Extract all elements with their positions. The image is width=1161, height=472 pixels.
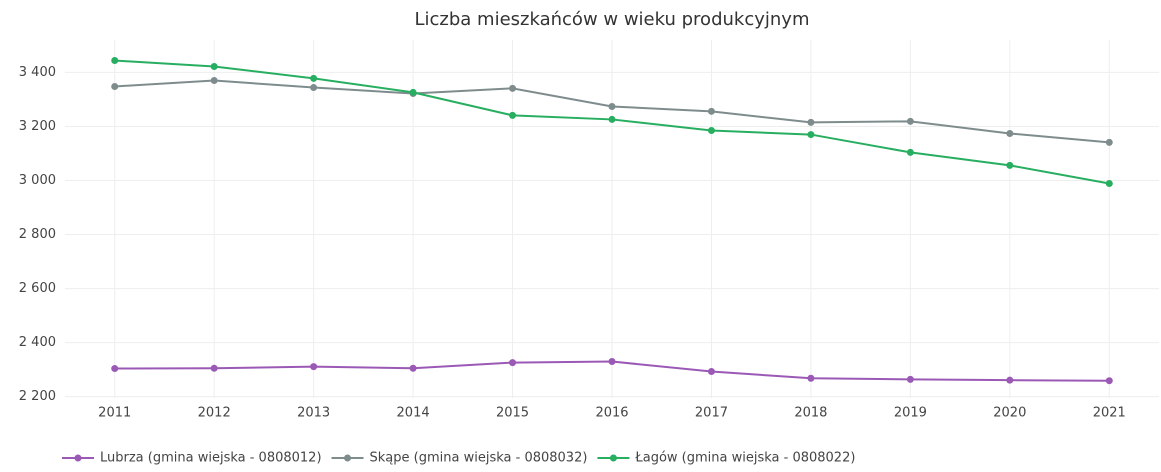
x-tick-label: 2019 (894, 406, 927, 421)
point (111, 365, 119, 373)
point (509, 84, 517, 92)
y-tick-label: 3 000 (19, 173, 56, 188)
point (509, 359, 517, 367)
legend-marker (344, 454, 352, 462)
point (409, 364, 417, 372)
chart-title: Liczba mieszkańców w wieku produkcyjnym (415, 9, 810, 30)
y-tick-label: 3 200 (19, 119, 56, 134)
point (608, 115, 616, 123)
point (608, 102, 616, 110)
point (707, 127, 715, 135)
x-tick-label: 2011 (98, 406, 131, 421)
legend-label: Lubrza (gmina wiejska - 0808012) (100, 451, 322, 466)
y-tick-label: 2 600 (19, 281, 56, 296)
x-tick-label: 2018 (794, 406, 827, 421)
point (707, 107, 715, 115)
x-tick-label: 2012 (198, 406, 231, 421)
point (906, 117, 914, 125)
point (409, 88, 417, 96)
x-tick-label: 2015 (496, 406, 529, 421)
point (210, 77, 218, 85)
point (1105, 377, 1113, 385)
x-tick-label: 2013 (297, 406, 330, 421)
legend-marker (74, 454, 82, 462)
point (111, 82, 119, 90)
point (210, 62, 218, 70)
x-tick-label: 2017 (695, 406, 728, 421)
legend-marker (609, 454, 617, 462)
point (310, 363, 318, 371)
y-tick-label: 2 200 (19, 389, 56, 404)
y-tick-label: 2 800 (19, 227, 56, 242)
point (310, 84, 318, 92)
legend-label: Skąpe (gmina wiejska - 0808032) (370, 451, 588, 466)
point (807, 374, 815, 382)
point (1006, 161, 1014, 169)
point (1105, 138, 1113, 146)
point (1105, 179, 1113, 187)
x-tick-label: 2014 (397, 406, 430, 421)
point (906, 148, 914, 156)
y-tick-label: 3 400 (19, 65, 56, 80)
point (807, 131, 815, 139)
x-tick-label: 2016 (595, 406, 628, 421)
point (509, 111, 517, 119)
y-tick-label: 2 400 (19, 335, 56, 350)
point (807, 118, 815, 126)
point (906, 375, 914, 383)
point (707, 368, 715, 376)
legend-label: Łagów (gmina wiejska - 0808022) (634, 451, 855, 466)
x-tick-label: 2021 (1093, 406, 1126, 421)
point (1006, 129, 1014, 137)
point (111, 57, 119, 65)
point (608, 358, 616, 366)
x-tick-label: 2020 (993, 406, 1026, 421)
point (1006, 376, 1014, 384)
point (310, 74, 318, 82)
point (210, 364, 218, 372)
